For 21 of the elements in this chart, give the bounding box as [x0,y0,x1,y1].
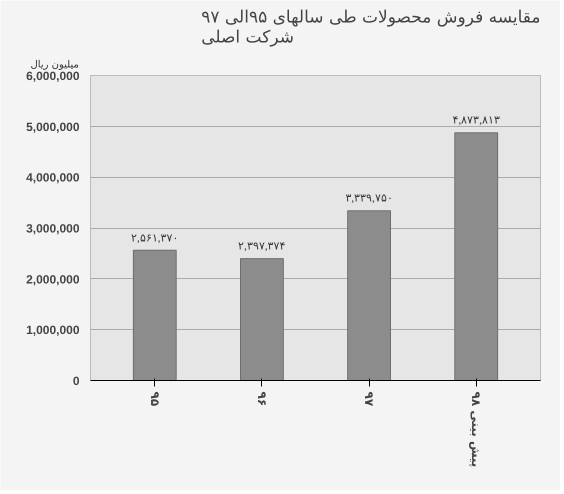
data-label: ۳,۳۳۹,۷۵۰ [345,192,393,205]
bar [240,258,284,380]
y-tick-label: 4,000,000 [26,170,80,185]
data-label: ۲,۳۹۷,۳۷۴ [238,240,286,253]
y-axis-title: میلیون ریال [30,60,79,70]
x-tick-label: ۹۷ [362,392,376,407]
y-tick-label: 0 [72,374,80,388]
data-label: ۴,۸۷۳,۸۱۳ [452,114,500,127]
x-tick-label: ۹۵ [148,392,162,406]
chart-title: مقایسه فروش محصولات طی سالهای ۹۵الی ۹۷ شرکت اصلی [201,8,541,48]
y-tick-label: 3,000,000 [26,222,80,236]
bar [132,250,177,380]
y-tick-label: 2,000,000 [26,272,80,286]
bar [347,210,391,380]
data-label: ۲,۵۶۱,۳۷۰ [131,232,179,244]
y-tick-label: 1,000,000 [26,323,80,338]
x-tick-label: ۹۶ [254,392,269,406]
y-tick-label: 6,000,000 [26,69,80,83]
bar [454,132,498,380]
y-tick-label: 5,000,000 [26,120,80,134]
x-tick-label: پیش بینی ۹۸ [469,392,484,468]
